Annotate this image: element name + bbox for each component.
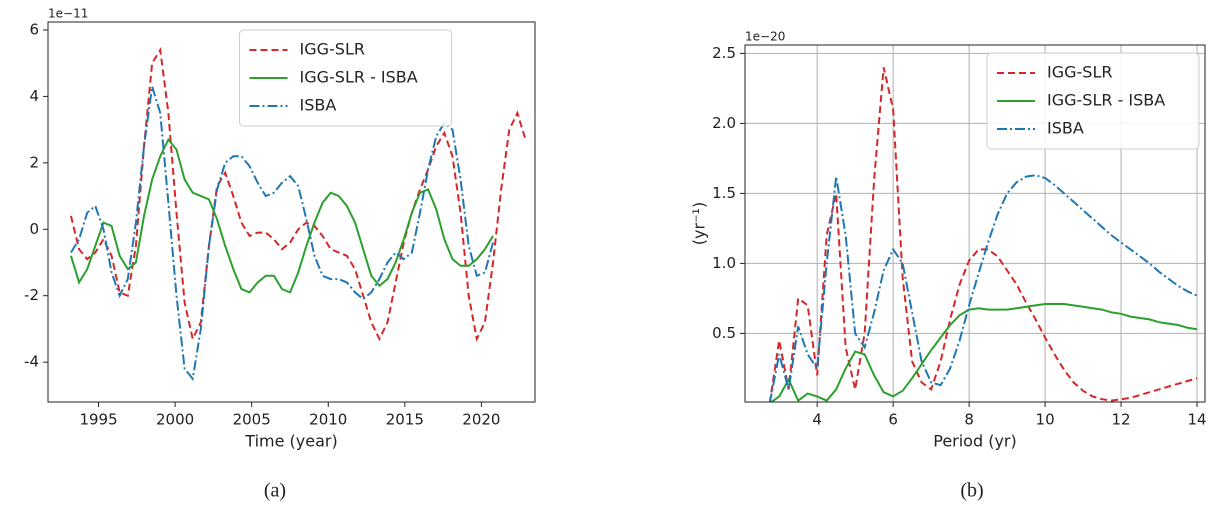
legend-box (239, 29, 452, 127)
x-tick-label: 6 (888, 411, 898, 429)
y-tick-label: 0 (29, 220, 39, 238)
x-tick-label: 2000 (156, 411, 194, 429)
y-tick-label: 1.5 (712, 184, 736, 202)
legend-label: ISBA (1047, 119, 1084, 138)
legend-label: IGG-SLR (1047, 63, 1112, 82)
y-tick-label: 4 (29, 87, 39, 105)
x-tick-label: 2020 (462, 411, 500, 429)
x-tick-label: 2005 (233, 411, 271, 429)
legend-label: IGG-SLR (300, 40, 365, 59)
y-tick-label: 0.5 (712, 324, 736, 342)
data-line (69, 46, 527, 343)
y-tick-label: 2.5 (712, 44, 736, 62)
plot-lines (69, 46, 527, 382)
x-axis-label: Time (year) (244, 432, 337, 451)
x-tick-label: 4 (812, 411, 822, 429)
plot-frame (744, 44, 1206, 403)
legend-label: IGG-SLR - ISBA (1047, 91, 1165, 110)
x-axis-label: Period (yr) (933, 432, 1017, 451)
data-line (70, 86, 495, 382)
caption: (a) (264, 480, 286, 502)
plot-frame (47, 21, 536, 403)
y-tick-label: -4 (24, 353, 39, 371)
data-line (70, 137, 494, 294)
data-line (768, 174, 1198, 402)
y-axis-label: (yr⁻¹) (690, 202, 709, 245)
y-tick-label: -2 (24, 286, 39, 304)
offset-label: 1e−11 (48, 7, 88, 21)
x-tick-label: 2015 (386, 411, 424, 429)
y-tick-label: 1.0 (712, 254, 736, 272)
x-tick-label: 1995 (79, 411, 117, 429)
y-tick-label: 6 (29, 20, 39, 38)
x-tick-label: 10 (1036, 411, 1055, 429)
legend-label: IGG-SLR - ISBA (300, 68, 418, 87)
caption: (b) (960, 480, 983, 502)
offset-label: 1e−20 (745, 30, 785, 44)
y-tick-label: 2 (29, 153, 39, 171)
data-line (768, 67, 1198, 402)
data-line (769, 303, 1198, 402)
x-tick-label: 14 (1187, 411, 1206, 429)
legend-label: ISBA (300, 96, 337, 115)
plot-lines (768, 67, 1198, 402)
x-tick-label: 2010 (309, 411, 347, 429)
x-tick-label: 12 (1112, 411, 1131, 429)
y-tick-label: 2.0 (712, 114, 736, 132)
legend-box (986, 52, 1200, 150)
x-tick-label: 8 (964, 411, 974, 429)
